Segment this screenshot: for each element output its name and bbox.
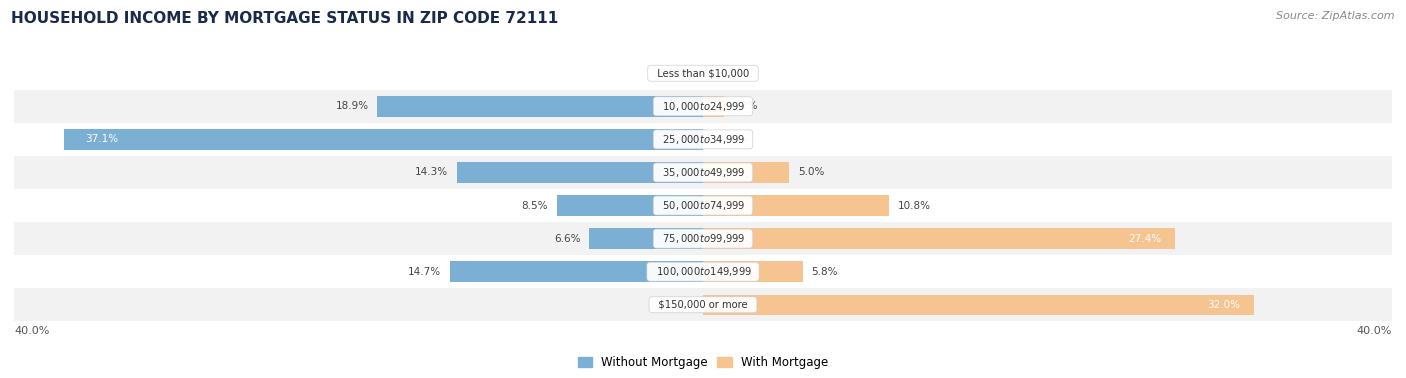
Text: $35,000 to $49,999: $35,000 to $49,999 xyxy=(657,166,749,179)
Text: $150,000 or more: $150,000 or more xyxy=(652,300,754,310)
Bar xyxy=(457,162,703,183)
Text: Less than $10,000: Less than $10,000 xyxy=(651,68,755,78)
Text: 0.0%: 0.0% xyxy=(659,300,686,310)
Text: HOUSEHOLD INCOME BY MORTGAGE STATUS IN ZIP CODE 72111: HOUSEHOLD INCOME BY MORTGAGE STATUS IN Z… xyxy=(11,11,558,26)
Text: $50,000 to $74,999: $50,000 to $74,999 xyxy=(657,199,749,212)
Bar xyxy=(703,195,889,216)
Text: 40.0%: 40.0% xyxy=(14,326,49,336)
Text: 5.8%: 5.8% xyxy=(811,267,838,277)
Bar xyxy=(450,262,703,282)
Bar xyxy=(703,162,789,183)
Bar xyxy=(14,255,1392,288)
Bar xyxy=(557,195,703,216)
Text: 32.0%: 32.0% xyxy=(1208,300,1240,310)
Text: $75,000 to $99,999: $75,000 to $99,999 xyxy=(657,232,749,245)
Text: 8.5%: 8.5% xyxy=(522,201,548,211)
Text: 6.6%: 6.6% xyxy=(554,234,581,243)
Text: $100,000 to $149,999: $100,000 to $149,999 xyxy=(650,265,756,278)
Text: 0.0%: 0.0% xyxy=(720,135,747,144)
Text: 40.0%: 40.0% xyxy=(1357,326,1392,336)
Bar xyxy=(703,262,803,282)
Bar xyxy=(703,228,1175,249)
Bar xyxy=(14,90,1392,123)
Bar xyxy=(14,222,1392,255)
Legend: Without Mortgage, With Mortgage: Without Mortgage, With Mortgage xyxy=(574,351,832,373)
Bar xyxy=(14,57,1392,90)
Text: 14.7%: 14.7% xyxy=(408,267,441,277)
Bar xyxy=(14,156,1392,189)
Text: 27.4%: 27.4% xyxy=(1128,234,1161,243)
Text: 1.2%: 1.2% xyxy=(733,101,759,111)
Text: $25,000 to $34,999: $25,000 to $34,999 xyxy=(657,133,749,146)
Text: Source: ZipAtlas.com: Source: ZipAtlas.com xyxy=(1277,11,1395,21)
Bar xyxy=(589,228,703,249)
Bar xyxy=(703,294,1254,315)
Text: 10.8%: 10.8% xyxy=(897,201,931,211)
Text: 18.9%: 18.9% xyxy=(336,101,368,111)
Bar xyxy=(14,288,1392,321)
Text: $10,000 to $24,999: $10,000 to $24,999 xyxy=(657,100,749,113)
Text: 37.1%: 37.1% xyxy=(84,135,118,144)
Bar xyxy=(703,96,724,116)
Bar xyxy=(65,129,703,150)
Bar xyxy=(14,123,1392,156)
Text: 5.0%: 5.0% xyxy=(797,167,824,177)
Bar xyxy=(377,96,703,116)
Bar xyxy=(14,189,1392,222)
Text: 0.0%: 0.0% xyxy=(720,68,747,78)
Text: 0.0%: 0.0% xyxy=(659,68,686,78)
Text: 14.3%: 14.3% xyxy=(415,167,449,177)
